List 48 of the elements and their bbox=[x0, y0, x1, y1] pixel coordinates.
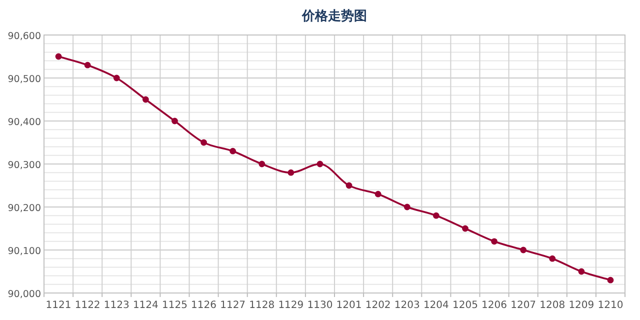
y-tick-label: 90,400 bbox=[8, 117, 41, 128]
point bbox=[288, 169, 294, 176]
point bbox=[84, 62, 91, 68]
x-tick-label: 1124 bbox=[132, 300, 158, 311]
x-tick-label: 1126 bbox=[191, 300, 216, 311]
x-tick-label: 1207 bbox=[510, 300, 536, 311]
x-tick-label: 1202 bbox=[365, 300, 391, 311]
point bbox=[346, 182, 352, 189]
point bbox=[172, 118, 178, 124]
x-tick-label: 1201 bbox=[336, 300, 362, 311]
x-tick-label: 1122 bbox=[74, 300, 100, 311]
point bbox=[374, 190, 382, 198]
x-tick-label: 1203 bbox=[394, 300, 420, 311]
chart-title: 价格走势图 bbox=[301, 8, 367, 24]
point bbox=[520, 246, 527, 254]
x-tick-label: 1210 bbox=[598, 300, 624, 311]
x-tick-label: 1128 bbox=[249, 300, 275, 311]
y-tick-label: 90,300 bbox=[8, 160, 41, 171]
x-tick-label: 1123 bbox=[104, 300, 130, 311]
x-tick-label: 1204 bbox=[423, 300, 449, 311]
point bbox=[491, 238, 498, 245]
x-tick-label: 1125 bbox=[162, 300, 188, 311]
x-tick-label: 1208 bbox=[540, 300, 566, 311]
x-tick-label: 1129 bbox=[278, 300, 304, 311]
y-tick-label: 90,200 bbox=[8, 203, 41, 214]
point bbox=[578, 268, 585, 275]
x-tick-label: 1121 bbox=[46, 300, 72, 311]
point bbox=[113, 74, 120, 82]
x-tick-label: 1205 bbox=[452, 300, 478, 311]
point bbox=[258, 160, 266, 168]
point bbox=[462, 225, 468, 232]
x-tick-label: 1130 bbox=[307, 300, 333, 311]
point bbox=[549, 255, 556, 262]
x-tick-label: 1209 bbox=[568, 300, 594, 311]
point bbox=[607, 276, 614, 284]
point bbox=[55, 53, 62, 60]
point bbox=[230, 148, 236, 154]
y-tick-label: 90,100 bbox=[8, 246, 41, 257]
point bbox=[404, 204, 410, 210]
y-tick-label: 90,500 bbox=[8, 74, 41, 85]
y-tick-label: 90,000 bbox=[8, 289, 41, 300]
point bbox=[200, 139, 207, 146]
y-tick-label: 90,600 bbox=[8, 31, 41, 42]
point bbox=[142, 96, 149, 103]
x-tick-label: 1127 bbox=[220, 300, 246, 311]
point bbox=[316, 160, 324, 168]
x-tick-label: 1206 bbox=[482, 300, 507, 311]
point bbox=[432, 212, 440, 219]
